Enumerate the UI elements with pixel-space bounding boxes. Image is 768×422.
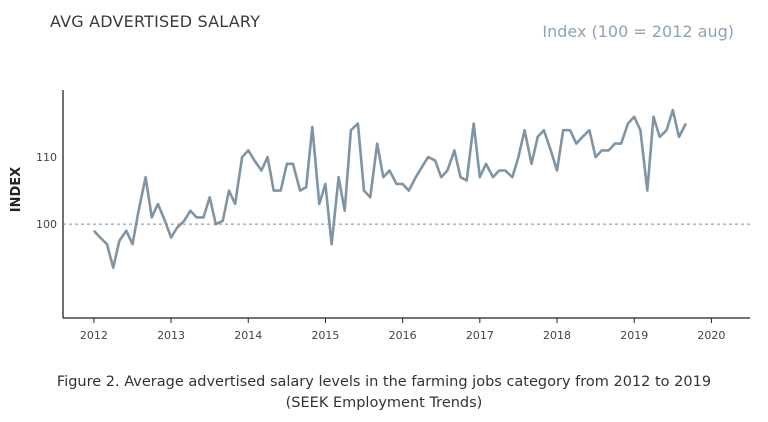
index-note: Index (100 = 2012 aug) — [542, 22, 734, 41]
x-tick-label: 2020 — [697, 329, 725, 342]
line-chart: 2012 2013 2014 2015 2016 2017 2018 2019 2020 100… — [36, 90, 750, 342]
x-tick-label: 2012 — [80, 329, 108, 342]
x-tick-label: 2017 — [466, 329, 494, 342]
x-tick-label: 2019 — [620, 329, 648, 342]
x-tick-label: 2014 — [234, 329, 262, 342]
x-tick-label: 2013 — [157, 329, 185, 342]
chart-title: AVG ADVERTISED SALARY — [50, 12, 261, 31]
y-tick-label: 110 — [36, 151, 57, 164]
caption-line-2: (SEEK Employment Trends) — [285, 395, 483, 411]
series-line — [92, 108, 688, 269]
y-tick-label: 100 — [36, 218, 57, 231]
figure-caption: Figure 2. Average advertised salary leve… — [0, 372, 768, 414]
x-tick-label: 2016 — [389, 329, 417, 342]
caption-line-1: Figure 2. Average advertised salary leve… — [56, 374, 712, 390]
x-tick-label: 2015 — [311, 329, 339, 342]
x-tick-label: 2018 — [543, 329, 571, 342]
